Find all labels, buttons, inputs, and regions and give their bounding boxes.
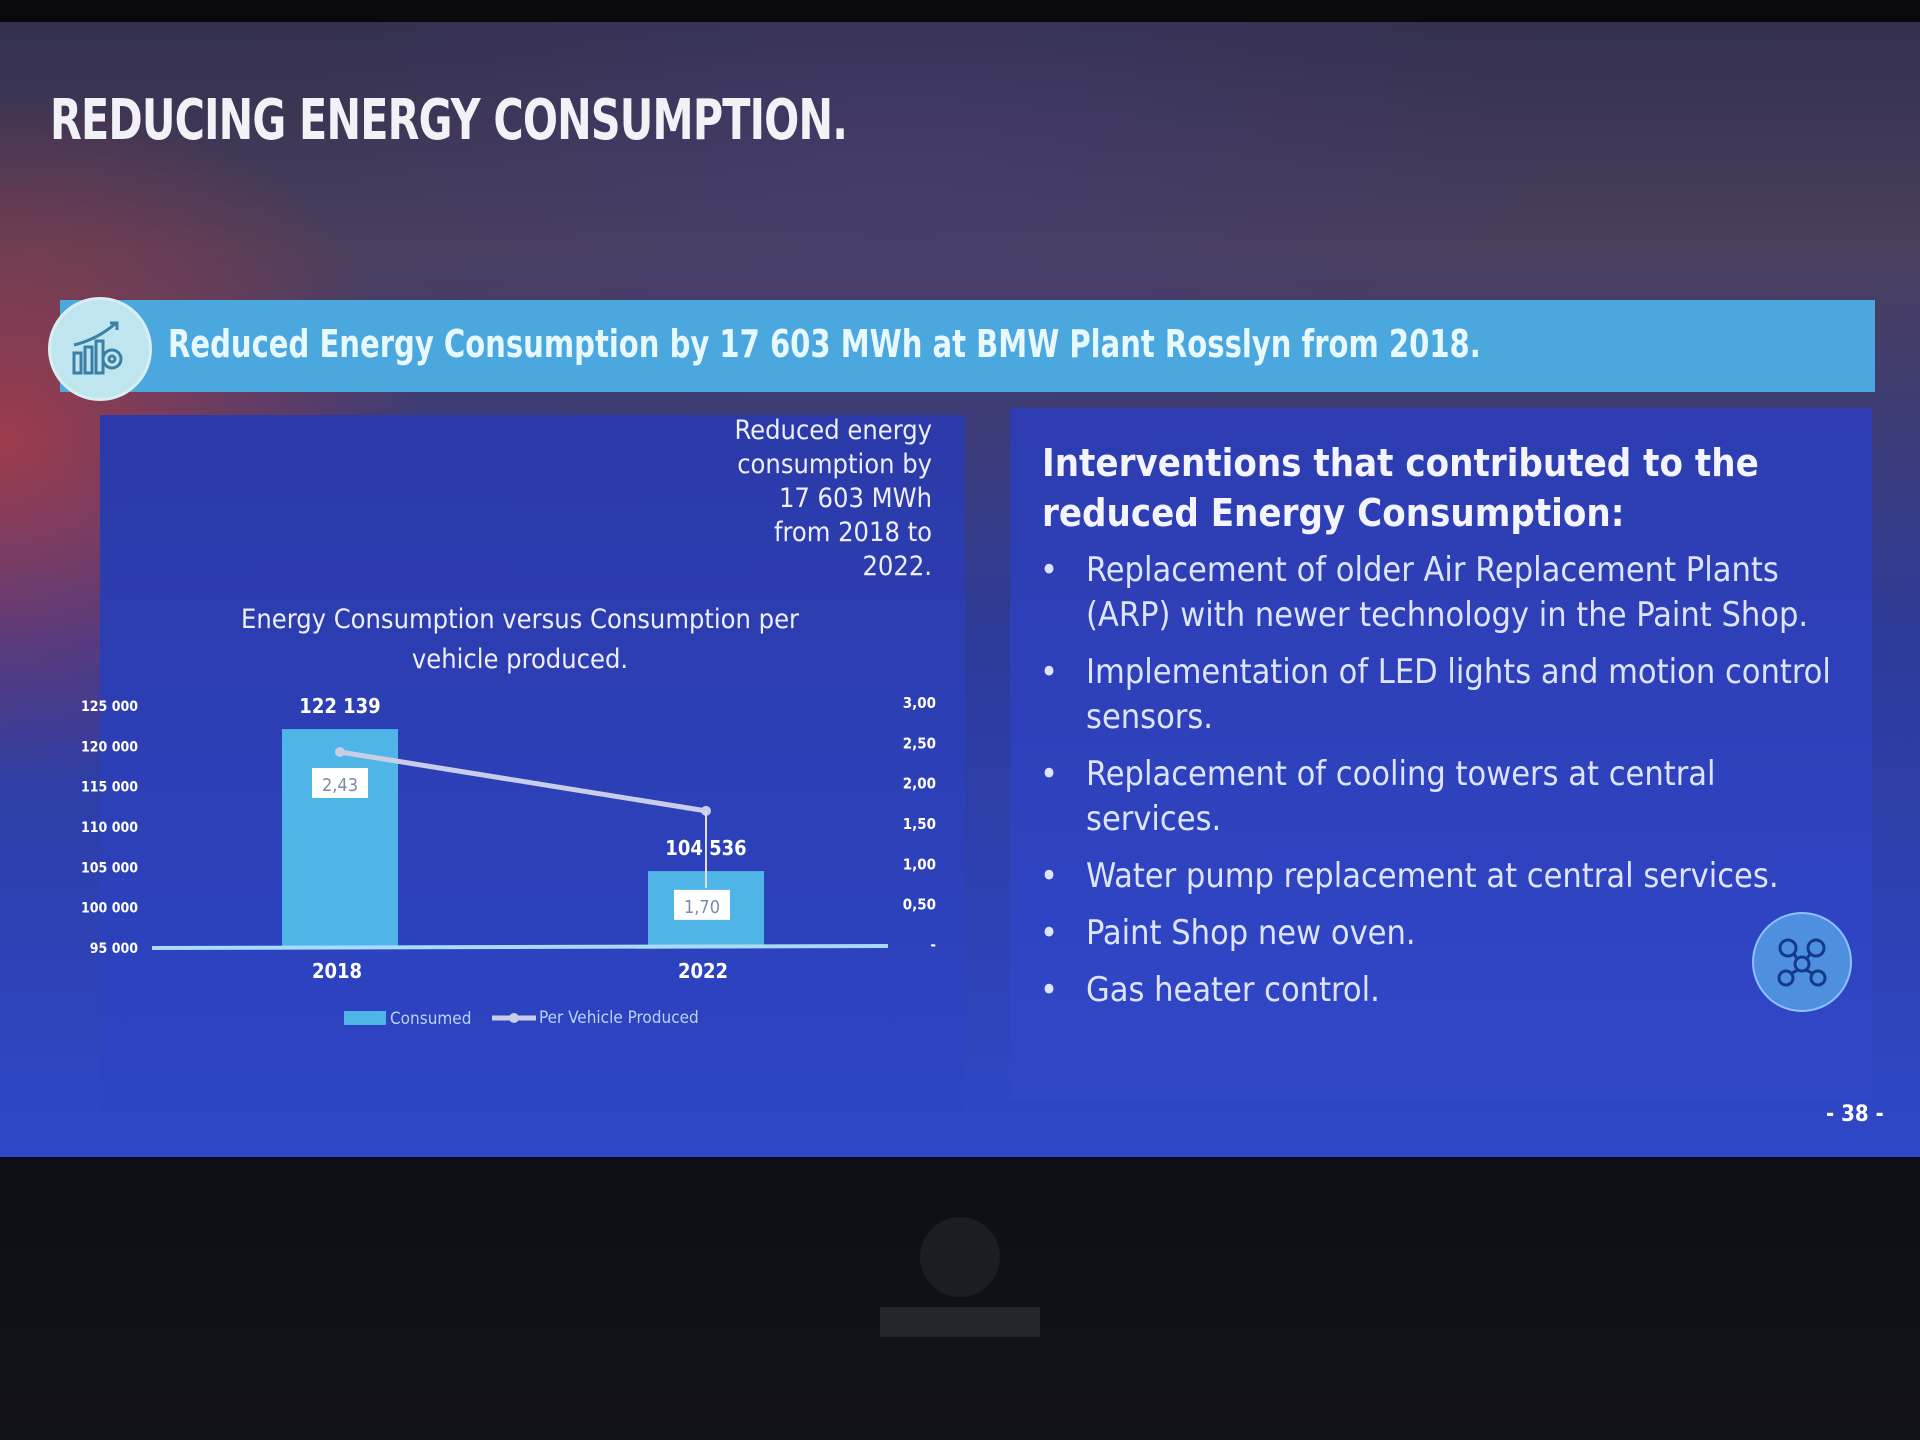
slide-title: REDUCING ENERGY CONSUMPTION. — [50, 88, 848, 153]
annotation-line: 2022. — [862, 551, 932, 582]
right-axis-tick: 2,50 — [903, 734, 936, 752]
right-axis-tick: 2,00 — [903, 775, 936, 793]
legend-label: Consumed — [390, 1009, 471, 1029]
left-axis-tick: 110 000 — [81, 820, 138, 836]
annotation-line: 17 603 MWh — [778, 483, 932, 514]
annotation-line: consumption by — [737, 449, 932, 480]
annotation-line: from 2018 to — [773, 517, 932, 548]
x-axis-tick: 2018 — [312, 959, 362, 983]
right-axis-tick: - — [930, 936, 936, 954]
left-axis-tick: 120 000 — [81, 739, 138, 755]
per-vehicle-label: 1,70 — [684, 897, 720, 918]
right-axis-tick: 0,50 — [903, 896, 936, 914]
per-vehicle-line — [339, 749, 707, 814]
list-item: Paint Shop new oven. — [1040, 911, 1840, 956]
bar-value-label: 122 139 — [299, 694, 380, 718]
right-axis-tick: 3,00 — [903, 694, 936, 712]
right-axis-tick: 1,00 — [903, 855, 936, 873]
x-axis-line — [151, 944, 889, 950]
chart-panel — [100, 415, 965, 1112]
left-axis-tick: 115 000 — [81, 780, 138, 796]
page-number: - 38 - — [1826, 1102, 1884, 1127]
left-axis-tick: 125 000 — [81, 699, 138, 715]
annotation-line: Reduced energy — [734, 415, 932, 446]
x-axis-tick: 2022 — [678, 959, 728, 983]
camera-mount — [880, 1307, 1040, 1337]
room-background — [0, 1157, 1920, 1440]
per-vehicle-point — [335, 746, 345, 757]
camera-icon — [920, 1217, 1000, 1297]
chart-title: Energy Consumption versus Consumption pe… — [241, 604, 799, 675]
left-axis-tick: 95 000 — [90, 941, 138, 957]
headline-banner — [60, 300, 1875, 392]
list-item: Gas heater control. — [1040, 968, 1840, 1013]
interventions-heading: Interventions that contributed to the re… — [1042, 441, 1759, 535]
legend-label: Per Vehicle Produced — [539, 1008, 699, 1028]
list-item: Replacement of cooling towers at central… — [1040, 752, 1840, 842]
left-axis-tick: 105 000 — [81, 860, 138, 876]
legend-swatch-consumed — [344, 1011, 386, 1025]
legend-swatch-point — [509, 1013, 519, 1023]
per-vehicle-label-box — [312, 767, 368, 798]
headline-text: Reduced Energy Consumption by 17 603 MWh… — [168, 322, 1481, 366]
right-axis-tick: 1,50 — [903, 815, 936, 833]
reduction-annotation: Reduced energy consumption by 17 603 MWh… — [712, 414, 932, 584]
list-item: Replacement of older Air Replacement Pla… — [1040, 548, 1840, 638]
per-vehicle-label-box — [674, 889, 730, 920]
left-axis-tick: 100 000 — [81, 901, 138, 917]
list-item: Water pump replacement at central servic… — [1040, 854, 1840, 899]
network-people-icon — [1752, 912, 1852, 1012]
interventions-list: Replacement of older Air Replacement Pla… — [1040, 548, 1840, 1025]
list-item: Implementation of LED lights and motion … — [1040, 650, 1840, 740]
per-vehicle-label: 2,43 — [322, 775, 358, 796]
growth-chart-icon — [48, 297, 152, 401]
screen-bezel-top — [0, 0, 1920, 22]
bar-consumed — [282, 729, 398, 948]
